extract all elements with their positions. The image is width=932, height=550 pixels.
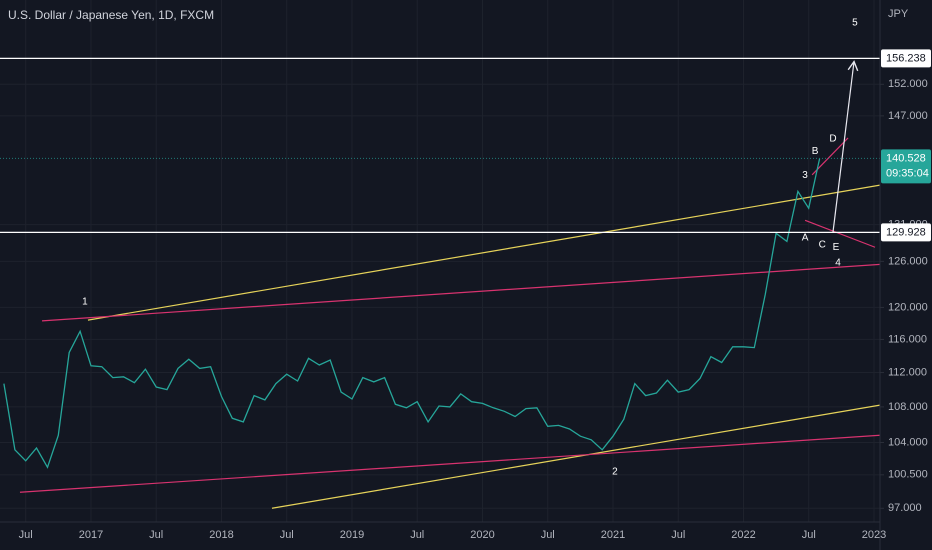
- y-tick-label: 104.000: [888, 436, 928, 448]
- x-tick-label: 2017: [79, 529, 103, 541]
- y-tick-label: 120.000: [888, 301, 928, 313]
- x-tick-label: Jul: [541, 529, 555, 541]
- price-label-box: [881, 49, 931, 68]
- wave-label: C: [819, 240, 826, 251]
- trendline: [804, 219, 876, 248]
- price-label: 156.238: [886, 52, 926, 64]
- wave-label: A: [802, 232, 809, 243]
- x-tick-label: Jul: [19, 529, 33, 541]
- x-tick-label: 2019: [340, 529, 364, 541]
- y-tick-label: 116.000: [888, 333, 927, 345]
- trendline: [271, 404, 881, 509]
- x-tick-label: Jul: [671, 529, 685, 541]
- x-tick-label: 2022: [731, 529, 755, 541]
- wave-label: 2: [612, 467, 618, 478]
- y-tick-label: 97.000: [888, 502, 922, 514]
- axis-unit: JPY: [888, 8, 909, 20]
- arrow-head: [847, 60, 859, 72]
- y-tick-label: 100.500: [888, 469, 928, 481]
- x-tick-label: Jul: [410, 529, 424, 541]
- trendline: [87, 184, 881, 321]
- price-label-box: [881, 223, 931, 242]
- trendline: [811, 137, 849, 176]
- trendline: [832, 61, 855, 232]
- last-price-box: [881, 149, 931, 184]
- x-tick-label: 2020: [470, 529, 494, 541]
- y-tick-label: 108.000: [888, 401, 928, 413]
- trendline: [19, 434, 881, 493]
- countdown-label: 09:35:04: [886, 167, 929, 179]
- x-tick-label: Jul: [280, 529, 294, 541]
- wave-label: B: [812, 146, 819, 157]
- wave-label: 1: [82, 297, 88, 308]
- price-line: [3, 158, 821, 469]
- x-tick-label: 2018: [209, 529, 233, 541]
- wave-label: D: [829, 133, 836, 144]
- x-tick-label: Jul: [149, 529, 163, 541]
- y-tick-label: 126.000: [888, 255, 928, 267]
- trendline: [41, 263, 881, 322]
- price-axis-panel: [880, 0, 932, 550]
- chart-title: U.S. Dollar / Japanese Yen, 1D, FXCM: [8, 8, 214, 22]
- wave-label: E: [833, 242, 840, 253]
- x-tick-label: 2023: [862, 529, 886, 541]
- x-tick-label: Jul: [802, 529, 816, 541]
- wave-label: 5: [852, 18, 858, 29]
- wave-label: 3: [802, 170, 808, 181]
- y-tick-label: 112.000: [888, 366, 927, 378]
- y-tick-label: 147.000: [888, 110, 928, 122]
- wave-label: 4: [835, 258, 841, 269]
- y-tick-label: 152.000: [888, 78, 928, 90]
- x-tick-label: 2021: [601, 529, 625, 541]
- last-price-label: 140.528: [886, 152, 926, 164]
- price-label: 129.928: [886, 226, 926, 238]
